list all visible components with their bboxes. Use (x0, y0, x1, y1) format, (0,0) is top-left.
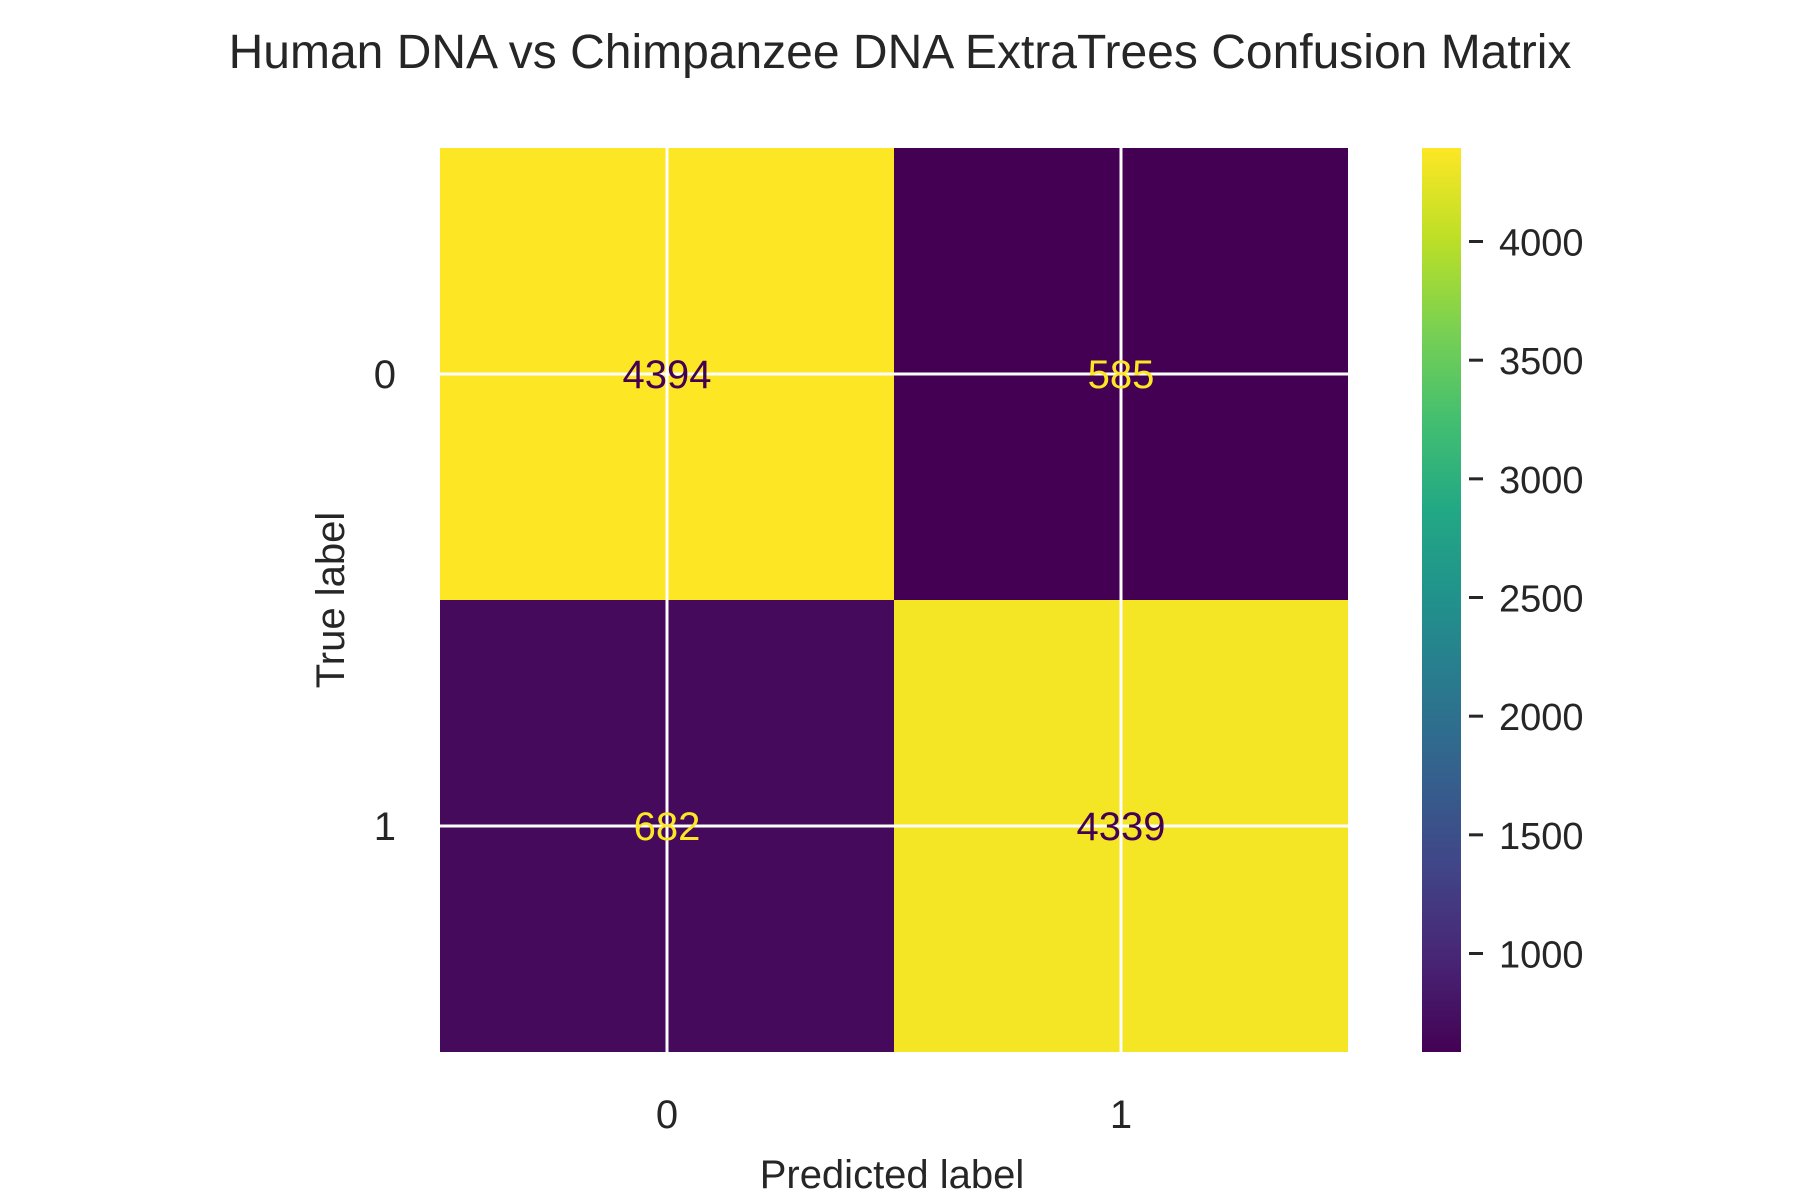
cell-value-label: 4339 (1077, 805, 1166, 849)
y-axis-label: True label (309, 512, 353, 688)
x-tick-label: 1 (1110, 1093, 1132, 1137)
chart-title: Human DNA vs Chimpanzee DNA ExtraTrees C… (229, 26, 1572, 79)
colorbar-tick-label: 2500 (1499, 579, 1584, 621)
cell-value-label: 682 (634, 805, 701, 849)
colorbar-tick-label: 3000 (1499, 460, 1584, 502)
heatmap-cells (440, 148, 1348, 1052)
cell-value-label: 585 (1088, 353, 1155, 397)
colorbar-tick-label: 4000 (1499, 223, 1584, 265)
cell-value-labels: 4394 585 682 4339 (623, 353, 1166, 849)
gridlines (410, 148, 1348, 1052)
y-tick-label: 1 (374, 805, 396, 849)
colorbar-tick-label: 2000 (1499, 697, 1584, 739)
y-axis-ticks: 01 (374, 353, 396, 849)
colorbar-tick-label: 1500 (1499, 816, 1584, 858)
cell-value-label: 4394 (623, 353, 712, 397)
colorbar-tick-label: 1000 (1499, 935, 1584, 977)
colorbar-ticks: 1000 1500 2000 2500 3000 3500 4000 (1469, 223, 1584, 977)
colorbar-tick-label: 3500 (1499, 341, 1584, 383)
colorbar (1422, 148, 1461, 1052)
y-tick-label: 0 (374, 353, 396, 397)
x-axis-label: Predicted label (760, 1153, 1025, 1197)
x-tick-label: 0 (656, 1093, 678, 1137)
